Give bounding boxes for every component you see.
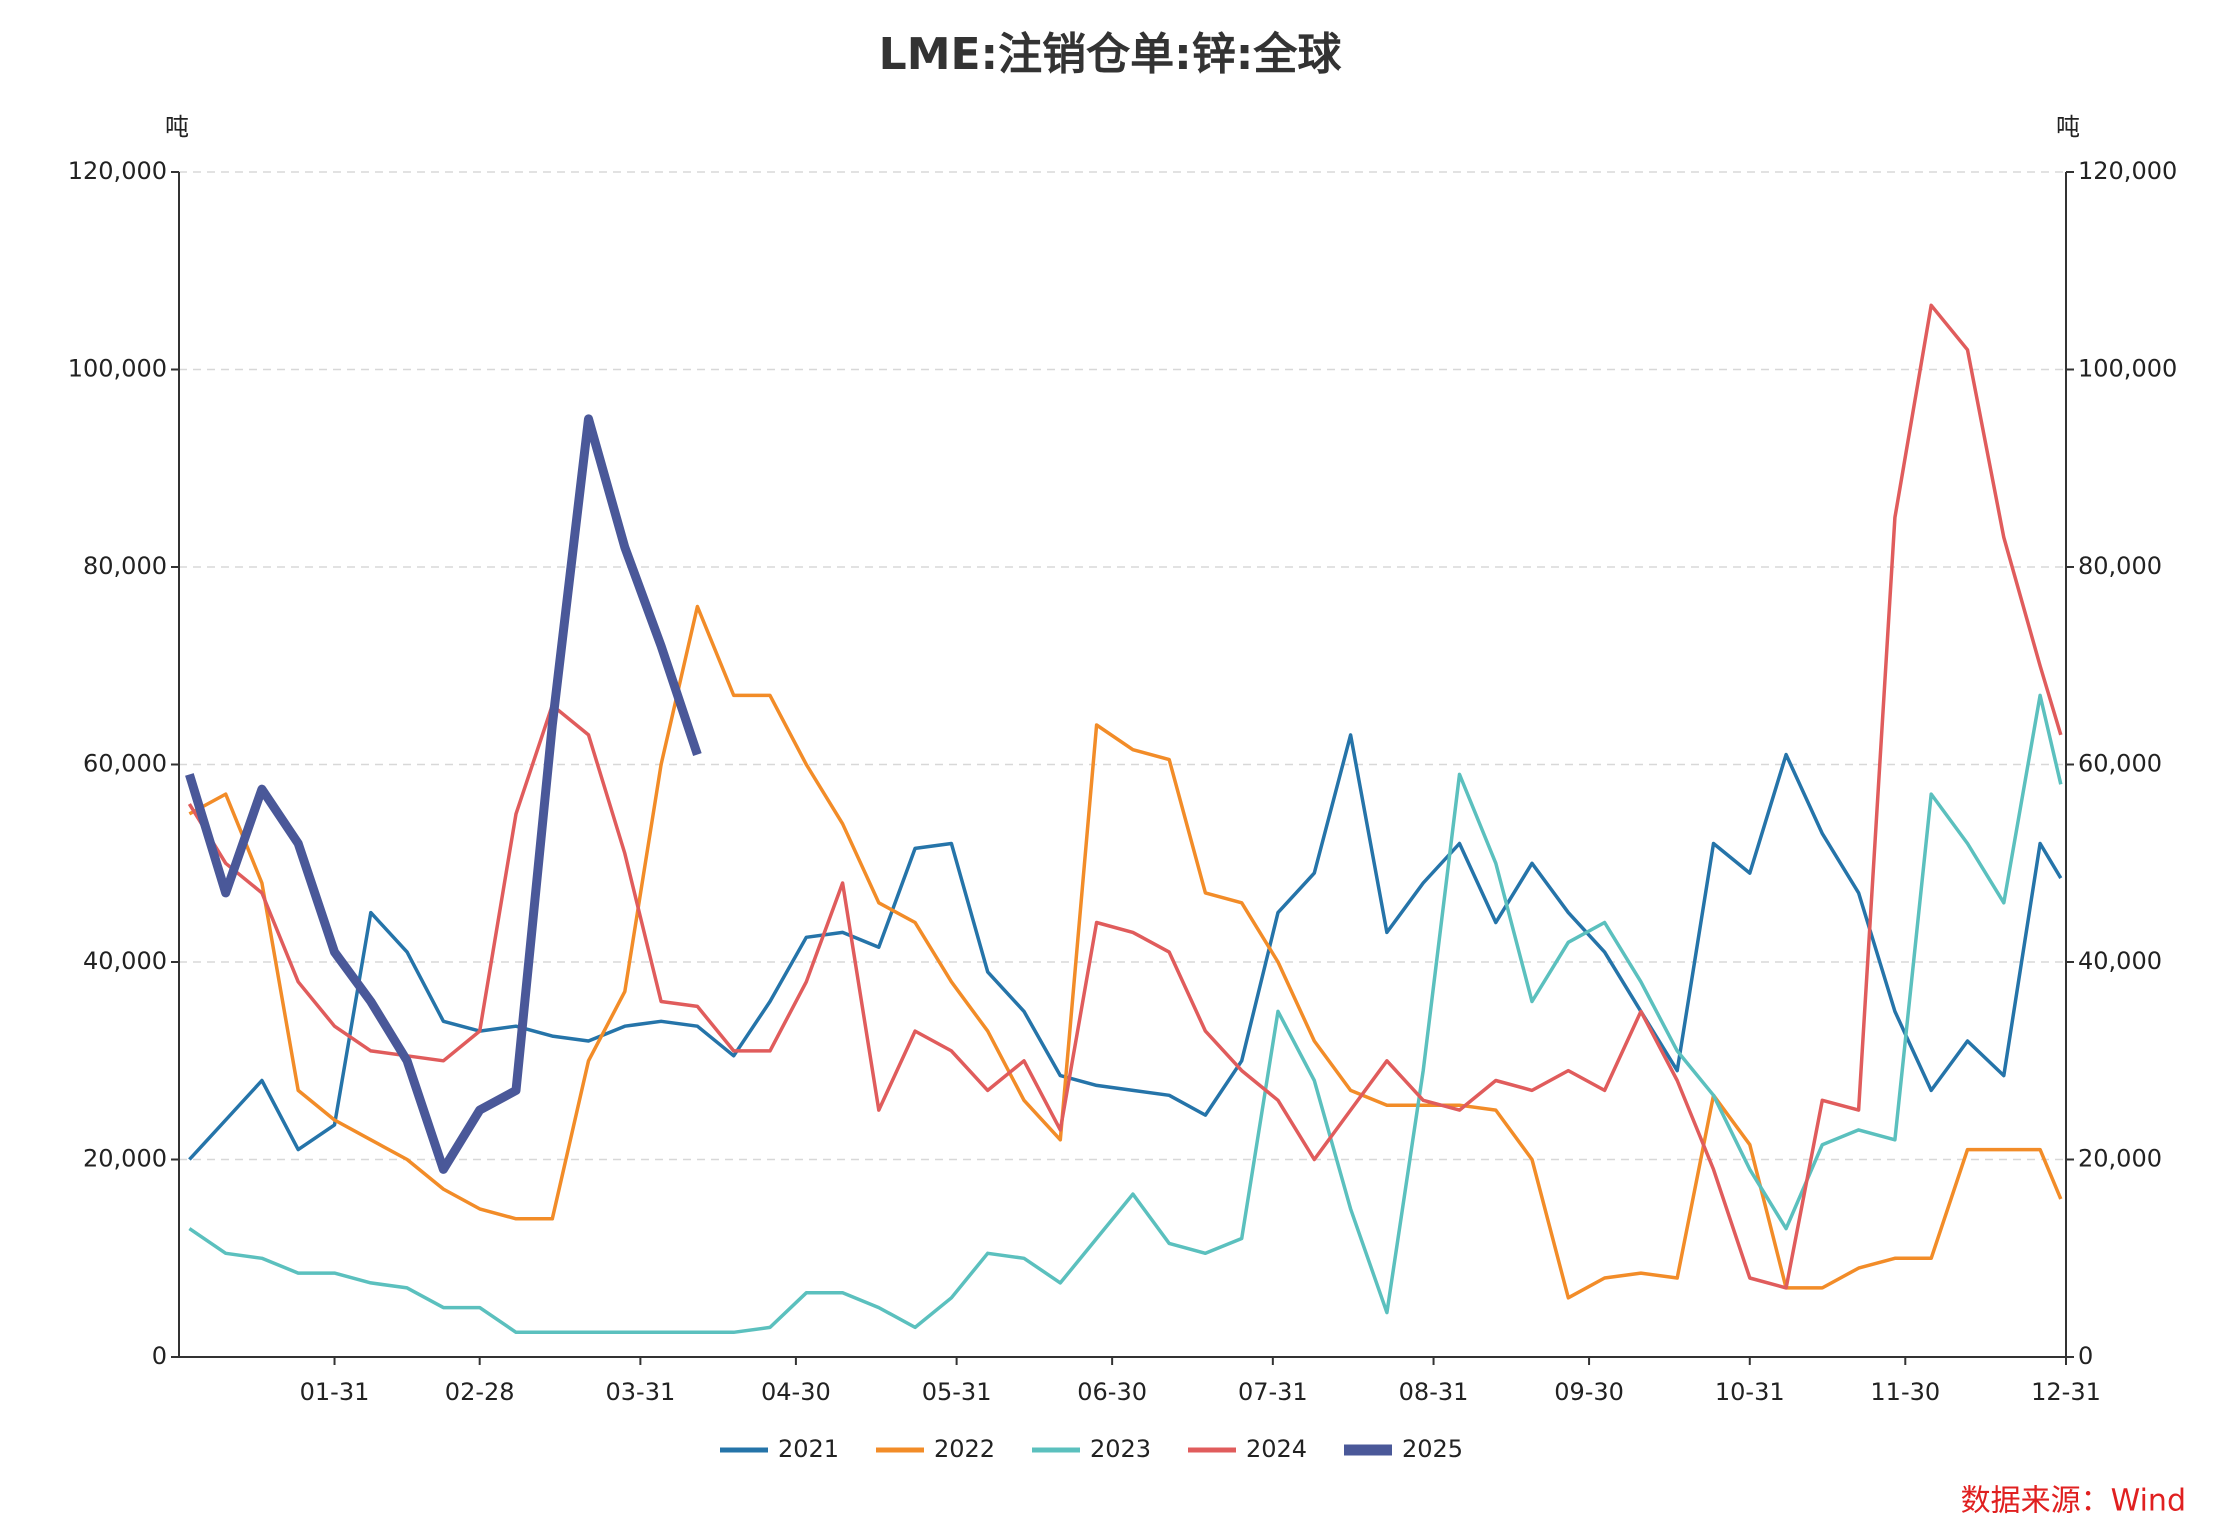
series-line xyxy=(185,414,702,1174)
y-axis-label: 吨 xyxy=(165,113,189,141)
source-note: 数据来源：Wind xyxy=(1961,1484,2186,1519)
y2-tick-label: 80,000 xyxy=(2078,552,2162,580)
y2-tick-label: 60,000 xyxy=(2078,750,2162,778)
x-tick-label: 02-28 xyxy=(445,1378,515,1406)
legend-label: 2024 xyxy=(1246,1435,1307,1463)
y2-tick-label: 20,000 xyxy=(2078,1145,2162,1173)
x-tick-label: 06-30 xyxy=(1077,1378,1147,1406)
chart-title: LME:注销仓单:锌:全球 xyxy=(879,29,1343,80)
series-line xyxy=(188,693,2063,1335)
x-tick-label: 12-31 xyxy=(2031,1378,2101,1406)
y-tick-label: 20,000 xyxy=(83,1145,167,1173)
legend-label: 2022 xyxy=(934,1435,995,1463)
y2-tick-label: 100,000 xyxy=(2078,355,2177,383)
series-line xyxy=(188,604,2063,1300)
series-line xyxy=(188,733,2063,1161)
y2-tick-label: 120,000 xyxy=(2078,157,2177,185)
x-tick-label: 03-31 xyxy=(606,1378,676,1406)
x-tick-label: 09-30 xyxy=(1554,1378,1624,1406)
series-line xyxy=(187,303,2063,1290)
y-tick-label: 120,000 xyxy=(68,157,167,185)
x-tick-label: 11-30 xyxy=(1870,1378,1940,1406)
legend-label: 2023 xyxy=(1090,1435,1151,1463)
y-tick-label: 0 xyxy=(152,1342,167,1370)
x-tick-label: 04-30 xyxy=(761,1378,831,1406)
y-tick-label: 40,000 xyxy=(83,947,167,975)
y2-tick-label: 40,000 xyxy=(2078,947,2162,975)
x-tick-label: 08-31 xyxy=(1399,1378,1469,1406)
legend-label: 2025 xyxy=(1402,1435,1463,1463)
y-tick-label: 60,000 xyxy=(83,750,167,778)
y2-axis-label: 吨 xyxy=(2056,113,2080,141)
x-tick-label: 05-31 xyxy=(922,1378,992,1406)
y2-tick-label: 0 xyxy=(2078,1342,2093,1370)
legend-label: 2021 xyxy=(778,1435,839,1463)
x-tick-label: 07-31 xyxy=(1238,1378,1308,1406)
x-tick-label: 10-31 xyxy=(1715,1378,1785,1406)
y-tick-label: 80,000 xyxy=(83,552,167,580)
y-tick-label: 100,000 xyxy=(68,355,167,383)
x-tick-label: 01-31 xyxy=(300,1378,370,1406)
